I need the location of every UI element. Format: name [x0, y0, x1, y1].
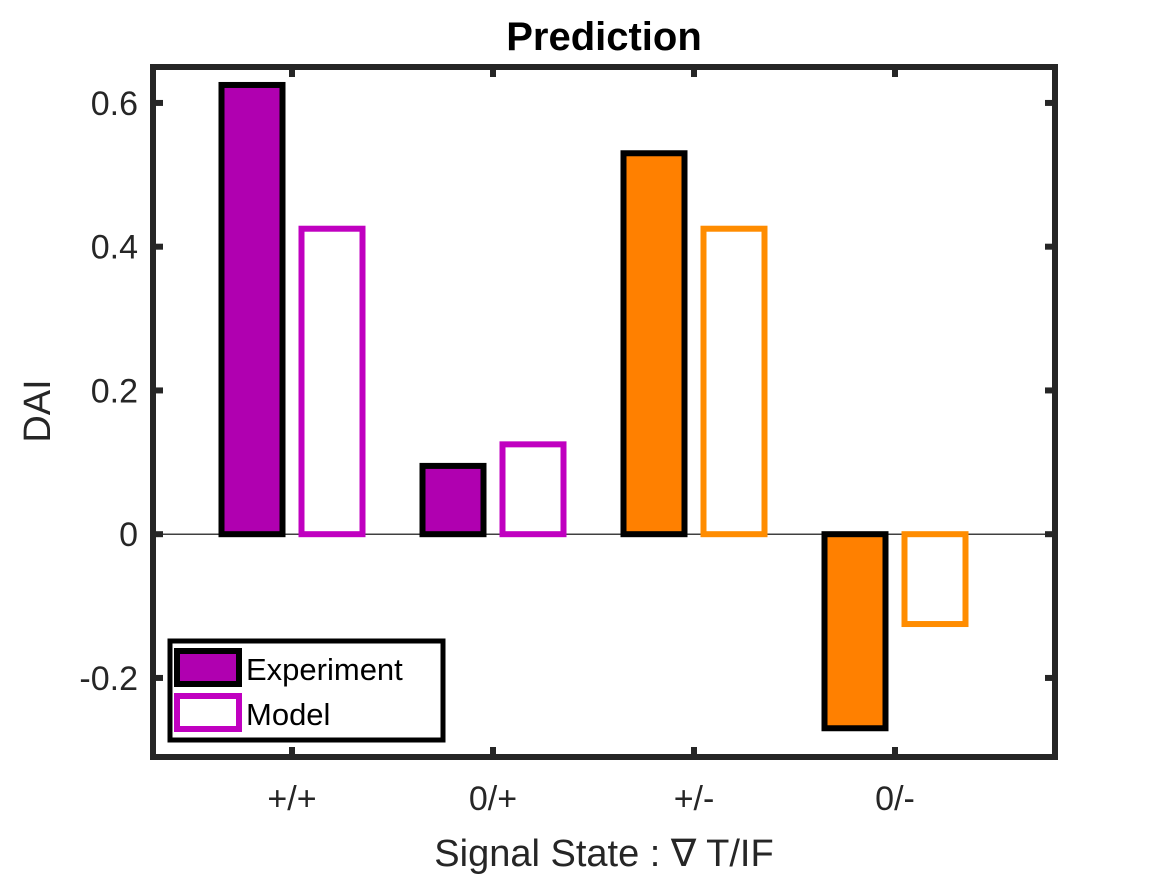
bar-model-2 [700, 225, 768, 538]
bar-model-1 [499, 441, 567, 538]
y-tick-label-4: 0.6 [91, 85, 138, 123]
bar-experiment-2 [620, 150, 688, 538]
legend-label-experiment: Experiment [246, 652, 403, 687]
bar-experiment-0 [218, 81, 286, 538]
x-axis-label: Signal State : ∇ T/IF [434, 833, 773, 875]
y-axis-label: DAI [17, 379, 59, 442]
bar-experiment-3 [821, 531, 889, 732]
x-tick-label-0: +/+ [267, 780, 316, 818]
y-tick-label-3: 0.4 [91, 229, 138, 267]
x-tick-label-2: +/- [674, 780, 715, 818]
chart-title: Prediction [506, 15, 702, 59]
legend: Experiment Model [167, 638, 446, 743]
legend-swatch-experiment [174, 648, 242, 687]
legend-label-model: Model [246, 697, 330, 732]
axes-frame [150, 64, 1058, 760]
bar-experiment-1 [419, 462, 487, 538]
bar-model-3 [901, 531, 969, 628]
legend-swatch-model [174, 693, 242, 732]
y-tick-label-2: 0.2 [91, 372, 138, 410]
y-tick-label-0: -0.2 [79, 660, 138, 698]
x-tick-label-3: 0/- [875, 780, 915, 818]
bar-model-0 [298, 225, 366, 538]
y-tick-label-1: 0 [119, 516, 138, 554]
x-tick-label-1: 0/+ [469, 780, 517, 818]
